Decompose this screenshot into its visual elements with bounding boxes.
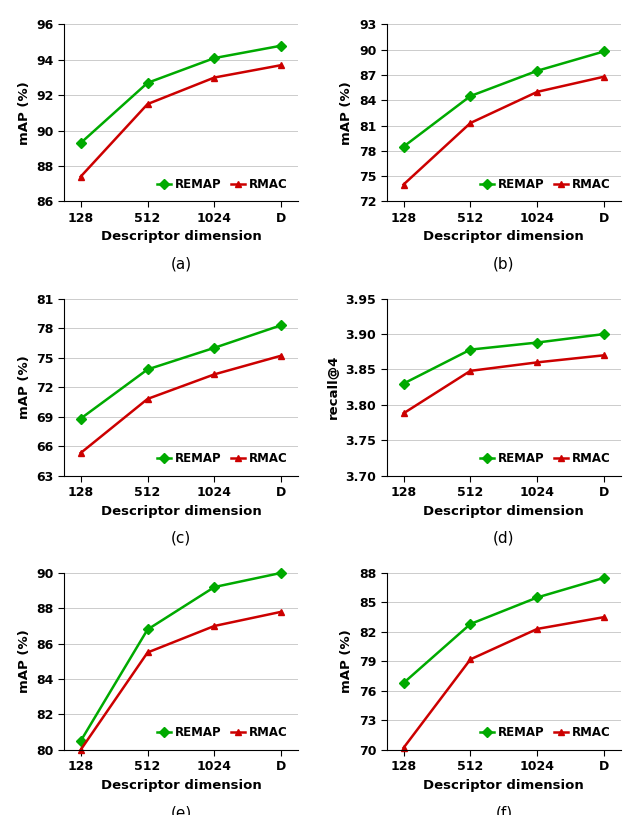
- Line: REMAP: REMAP: [77, 570, 285, 744]
- Y-axis label: mAP (%): mAP (%): [340, 81, 353, 145]
- RMAC: [533, 624, 541, 634]
- REMAP: [600, 46, 608, 56]
- Y-axis label: mAP (%): mAP (%): [18, 81, 31, 145]
- Line: REMAP: REMAP: [400, 575, 607, 686]
- REMAP: [533, 337, 541, 347]
- Line: RMAC: RMAC: [77, 352, 285, 456]
- REMAP: [211, 343, 218, 353]
- X-axis label: Descriptor dimension: Descriptor dimension: [100, 231, 261, 244]
- Line: RMAC: RMAC: [400, 352, 607, 416]
- Line: REMAP: REMAP: [77, 42, 285, 147]
- RMAC: [144, 648, 152, 658]
- REMAP: [77, 138, 84, 148]
- REMAP: [211, 53, 218, 63]
- REMAP: [77, 736, 84, 746]
- Title: (b): (b): [493, 257, 515, 271]
- Title: (f): (f): [495, 805, 513, 815]
- REMAP: [600, 329, 608, 339]
- REMAP: [600, 573, 608, 583]
- RMAC: [211, 73, 218, 82]
- RMAC: [77, 172, 84, 182]
- RMAC: [77, 448, 84, 458]
- REMAP: [144, 624, 152, 634]
- RMAC: [533, 87, 541, 97]
- RMAC: [400, 179, 408, 189]
- RMAC: [600, 350, 608, 360]
- Legend: REMAP, RMAC: REMAP, RMAC: [152, 173, 292, 196]
- RMAC: [600, 612, 608, 622]
- RMAC: [467, 654, 474, 664]
- Legend: REMAP, RMAC: REMAP, RMAC: [152, 721, 292, 744]
- RMAC: [77, 745, 84, 755]
- RMAC: [400, 743, 408, 753]
- Y-axis label: mAP (%): mAP (%): [18, 629, 31, 694]
- Title: (c): (c): [171, 531, 191, 546]
- X-axis label: Descriptor dimension: Descriptor dimension: [100, 504, 261, 518]
- REMAP: [144, 78, 152, 88]
- RMAC: [467, 366, 474, 376]
- REMAP: [533, 66, 541, 76]
- REMAP: [277, 568, 285, 578]
- Line: REMAP: REMAP: [400, 331, 607, 387]
- REMAP: [211, 582, 218, 592]
- Line: RMAC: RMAC: [77, 608, 285, 753]
- Y-axis label: mAP (%): mAP (%): [340, 629, 353, 694]
- Line: RMAC: RMAC: [400, 614, 607, 751]
- REMAP: [533, 593, 541, 602]
- REMAP: [144, 364, 152, 374]
- Y-axis label: recall@4: recall@4: [327, 355, 340, 419]
- RMAC: [211, 369, 218, 379]
- Legend: REMAP, RMAC: REMAP, RMAC: [476, 173, 615, 196]
- Title: (d): (d): [493, 531, 515, 546]
- REMAP: [277, 320, 285, 330]
- Legend: REMAP, RMAC: REMAP, RMAC: [476, 447, 615, 469]
- RMAC: [211, 621, 218, 631]
- REMAP: [400, 678, 408, 688]
- X-axis label: Descriptor dimension: Descriptor dimension: [424, 231, 584, 244]
- X-axis label: Descriptor dimension: Descriptor dimension: [424, 504, 584, 518]
- Line: REMAP: REMAP: [77, 322, 285, 422]
- REMAP: [467, 619, 474, 629]
- RMAC: [144, 394, 152, 403]
- Line: RMAC: RMAC: [400, 73, 607, 188]
- RMAC: [144, 99, 152, 109]
- RMAC: [277, 350, 285, 360]
- Title: (a): (a): [170, 257, 191, 271]
- Legend: REMAP, RMAC: REMAP, RMAC: [152, 447, 292, 469]
- REMAP: [467, 91, 474, 101]
- REMAP: [277, 41, 285, 51]
- Title: (e): (e): [170, 805, 191, 815]
- RMAC: [600, 72, 608, 82]
- Legend: REMAP, RMAC: REMAP, RMAC: [476, 721, 615, 744]
- RMAC: [467, 118, 474, 128]
- RMAC: [400, 408, 408, 418]
- RMAC: [277, 60, 285, 70]
- X-axis label: Descriptor dimension: Descriptor dimension: [424, 779, 584, 791]
- Line: REMAP: REMAP: [400, 48, 607, 150]
- REMAP: [400, 379, 408, 389]
- REMAP: [467, 345, 474, 355]
- RMAC: [277, 607, 285, 617]
- REMAP: [400, 142, 408, 152]
- Line: RMAC: RMAC: [77, 62, 285, 180]
- RMAC: [533, 358, 541, 368]
- Y-axis label: mAP (%): mAP (%): [17, 355, 31, 419]
- X-axis label: Descriptor dimension: Descriptor dimension: [100, 779, 261, 791]
- REMAP: [77, 414, 84, 424]
